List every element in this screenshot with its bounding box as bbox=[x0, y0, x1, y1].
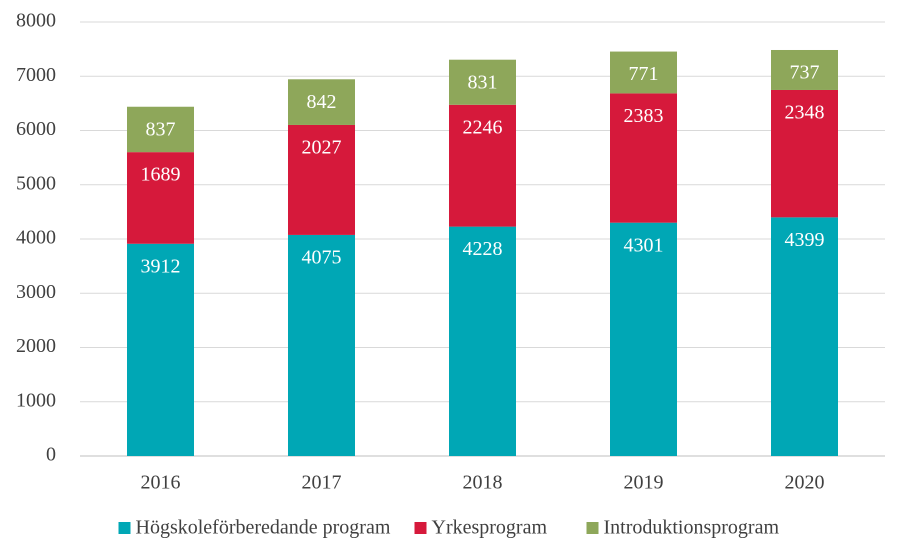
bar-segment bbox=[127, 152, 194, 244]
y-tick-label: 2000 bbox=[16, 335, 56, 357]
data-label: 3912 bbox=[141, 255, 181, 277]
data-label: 4228 bbox=[463, 238, 503, 260]
bar-segment bbox=[449, 104, 516, 227]
data-label: 737 bbox=[790, 62, 820, 84]
x-tick-label: 2016 bbox=[141, 472, 181, 494]
bar-segment bbox=[288, 124, 355, 235]
y-tick-label: 7000 bbox=[16, 64, 56, 86]
x-tick-label: 2019 bbox=[624, 472, 664, 494]
data-label: 2027 bbox=[302, 137, 342, 159]
data-label: 2348 bbox=[785, 102, 825, 124]
data-label: 771 bbox=[629, 63, 659, 85]
bar-segment bbox=[610, 93, 677, 223]
data-label: 4075 bbox=[302, 247, 342, 269]
data-label: 1689 bbox=[141, 164, 181, 186]
y-tick-label: 3000 bbox=[16, 281, 56, 303]
y-tick-label: 1000 bbox=[16, 389, 56, 411]
bar-segment bbox=[610, 51, 677, 94]
data-label: 831 bbox=[468, 71, 498, 93]
legend-swatch bbox=[586, 522, 599, 534]
data-label: 2383 bbox=[624, 105, 664, 127]
data-label: 2246 bbox=[463, 116, 503, 138]
bar-segment bbox=[771, 89, 838, 218]
data-label: 4301 bbox=[624, 234, 664, 256]
x-tick-label: 2017 bbox=[302, 472, 342, 494]
bar-segment bbox=[127, 106, 194, 153]
bar-segment bbox=[288, 79, 355, 125]
legend-swatch bbox=[118, 522, 131, 534]
data-label: 837 bbox=[146, 118, 176, 140]
legend-label: Introduktionsprogram bbox=[604, 517, 780, 539]
bar-segment bbox=[288, 234, 355, 456]
bar-segment bbox=[771, 217, 838, 456]
y-tick-label: 6000 bbox=[16, 118, 56, 140]
bar-segment bbox=[449, 59, 516, 105]
y-tick-label: 5000 bbox=[16, 172, 56, 194]
legend-swatch bbox=[414, 522, 427, 534]
y-tick-label: 8000 bbox=[16, 10, 56, 32]
bar-segment bbox=[127, 243, 194, 456]
bar-segment bbox=[610, 222, 677, 456]
bar-segment bbox=[771, 49, 838, 90]
legend-label: Yrkesprogram bbox=[432, 517, 548, 539]
x-tick-label: 2018 bbox=[463, 472, 503, 494]
y-tick-label: 0 bbox=[46, 444, 56, 466]
data-label: 842 bbox=[307, 91, 337, 113]
legend-label: Högskoleförberedande program bbox=[136, 517, 391, 539]
data-label: 4399 bbox=[785, 229, 825, 251]
y-tick-label: 4000 bbox=[16, 227, 56, 249]
bar-segment bbox=[449, 226, 516, 456]
x-tick-label: 2020 bbox=[785, 472, 825, 494]
